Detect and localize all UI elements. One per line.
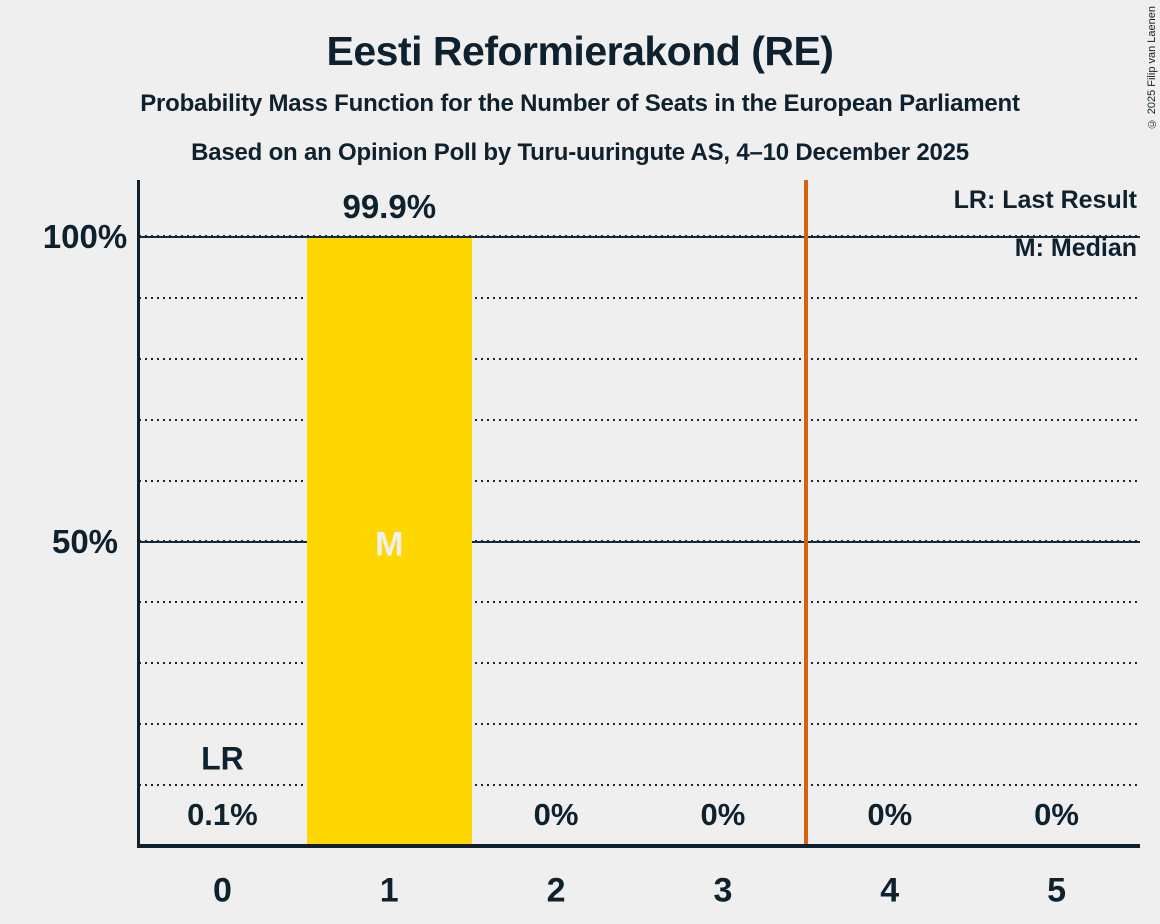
y-axis-label-100%: 100% [42,218,128,255]
x-axis-label-5: 5 [1047,871,1067,910]
value-label-seat-0: 0.1% [187,797,258,832]
gridline-tick-overlay-100pct [139,235,1140,237]
gridline-solid-50pct [137,541,1140,543]
gridline-20pct [139,723,1140,725]
chart-subtitle: Probability Mass Function for the Number… [140,90,1020,117]
value-label-seat-3: 0% [700,797,746,832]
value-label-seat-2: 0% [533,797,579,832]
x-axis [137,844,1140,848]
x-axis-label-2: 2 [546,871,566,910]
gridline-solid-100pct [137,236,1140,238]
x-axis-label-4: 4 [880,871,900,910]
legend-median: M: Median [1014,234,1137,262]
value-label-seat-5: 0% [1034,797,1079,832]
gridline-80pct [139,358,1140,360]
bar-seat-1 [307,238,472,846]
median-marker: M [375,525,404,563]
gridline-10pct [139,784,1140,786]
value-label-seat-4: 0% [867,797,913,832]
y-axis-label-50%: 50% [51,522,119,560]
gridline-90pct [139,297,1140,299]
value-label-seat-1: 99.9% [342,188,437,225]
majority-threshold-line [804,180,808,846]
x-axis-label-1: 1 [379,871,399,910]
y-axis [137,180,140,848]
gridline-70pct [139,419,1140,421]
gridline-60pct [139,480,1140,482]
gridline-tick-overlay-50pct [139,540,1140,542]
legend-last-result: LR: Last Result [953,186,1137,214]
x-axis-label-3: 3 [713,871,733,910]
x-axis-label-0: 0 [212,871,232,910]
page-title: Eesti Reformierakond (RE) [326,28,834,74]
gridline-30pct [139,662,1140,664]
copyright-notice: © 2025 Filip van Laenen [1146,6,1158,130]
chart-source-line: Based on an Opinion Poll by Turu-uuringu… [191,139,969,166]
gridline-40pct [139,601,1140,603]
last-result-marker: LR [201,740,244,777]
